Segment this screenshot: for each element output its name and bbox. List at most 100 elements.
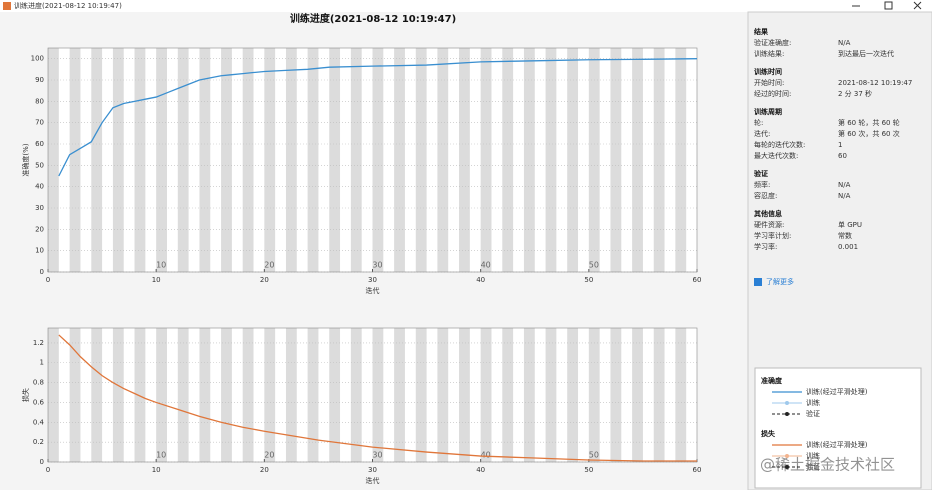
info-key: 频率: xyxy=(754,180,770,189)
legend-marker xyxy=(785,401,789,405)
epoch-stripe xyxy=(415,328,427,462)
y-tick-label: 0 xyxy=(40,268,44,276)
x-tick-label: 30 xyxy=(368,276,377,284)
epoch-stripe xyxy=(221,48,232,272)
plot-frame xyxy=(47,47,698,273)
legend-marker xyxy=(785,465,789,469)
legend-label: 训练(经过平滑处理) xyxy=(806,387,868,396)
y-tick-label: 100 xyxy=(31,55,44,63)
epoch-stripe xyxy=(675,48,687,272)
learn-more-link[interactable]: 了解更多 xyxy=(766,277,794,286)
maximize-button[interactable] xyxy=(884,1,893,10)
x-tick-label: 10 xyxy=(152,466,161,474)
epoch-label: 40 xyxy=(481,261,491,270)
y-tick-label: 0.6 xyxy=(33,398,45,406)
epoch-stripe xyxy=(350,328,362,462)
info-value: 单 GPU xyxy=(838,220,862,229)
section-title: 验证 xyxy=(754,169,768,178)
epoch-stripe xyxy=(459,48,470,272)
epoch-stripe xyxy=(91,48,103,272)
x-tick-label: 50 xyxy=(584,276,593,284)
title-bar xyxy=(0,0,932,12)
info-value: 常数 xyxy=(838,231,852,240)
epoch-stripe xyxy=(588,48,600,272)
info-value: N/A xyxy=(838,192,851,200)
epoch-stripe xyxy=(372,328,384,462)
epoch-stripe xyxy=(394,48,405,272)
epoch-stripe xyxy=(134,328,146,462)
epoch-stripe xyxy=(177,48,189,272)
info-key: 轮: xyxy=(754,118,763,127)
epoch-label: 20 xyxy=(264,261,274,270)
info-value: 60 xyxy=(838,152,847,160)
y-tick-label: 0.4 xyxy=(33,418,45,426)
epoch-stripe xyxy=(675,328,687,462)
epoch-stripe xyxy=(156,328,167,462)
epoch-stripe xyxy=(372,48,384,272)
info-key: 最大迭代次数: xyxy=(754,151,798,160)
app-icon xyxy=(3,2,11,10)
info-value: 第 60 轮，共 60 轮 xyxy=(838,118,900,127)
epoch-stripe xyxy=(69,328,81,462)
info-value: 1 xyxy=(838,141,842,149)
y-tick-label: 0.2 xyxy=(33,438,44,446)
y-axis-label: 损失 xyxy=(21,388,30,402)
epoch-stripe xyxy=(69,48,81,272)
x-tick-label: 10 xyxy=(152,276,161,284)
info-key: 学习率计划: xyxy=(754,231,791,240)
section-title: 结果 xyxy=(753,27,768,36)
legend-label: 训练 xyxy=(806,398,820,407)
legend-title: 损失 xyxy=(761,429,776,438)
epoch-stripe xyxy=(221,328,232,462)
y-tick-label: 60 xyxy=(35,140,44,148)
epoch-stripe xyxy=(415,48,427,272)
series-line xyxy=(58,58,698,177)
info-icon xyxy=(754,278,762,286)
y-tick-label: 80 xyxy=(35,97,44,105)
epoch-stripe xyxy=(199,48,211,272)
x-tick-label: 60 xyxy=(693,466,702,474)
epoch-stripe xyxy=(394,328,405,462)
x-axis-label: 迭代 xyxy=(366,476,380,485)
epoch-stripe xyxy=(523,48,535,272)
epoch-stripe xyxy=(329,48,341,272)
y-tick-label: 10 xyxy=(35,247,44,255)
epoch-label: 10 xyxy=(156,261,166,270)
info-value: 2021-08-12 10:19:47 xyxy=(838,79,912,87)
info-value: 2 分 37 秒 xyxy=(838,89,872,98)
y-tick-label: 70 xyxy=(35,119,44,127)
x-tick-label: 20 xyxy=(260,466,269,474)
y-tick-label: 40 xyxy=(35,183,44,191)
epoch-stripe xyxy=(48,328,59,462)
y-tick-label: 50 xyxy=(35,161,44,169)
epoch-stripe xyxy=(112,48,124,272)
y-tick-label: 0.8 xyxy=(33,379,44,387)
info-key: 验证准确度: xyxy=(754,38,791,47)
window-title: 训练进度(2021-08-12 10:19:47) xyxy=(14,1,122,10)
legend-marker xyxy=(785,412,789,416)
x-tick-label: 40 xyxy=(476,466,485,474)
epoch-stripe xyxy=(307,328,319,462)
plot-frame xyxy=(47,327,698,463)
epoch-stripe xyxy=(134,48,146,272)
epoch-stripe xyxy=(480,328,492,462)
epoch-stripe xyxy=(588,328,600,462)
epoch-stripe xyxy=(567,328,579,462)
epoch-label: 30 xyxy=(372,451,382,460)
epoch-label: 50 xyxy=(589,451,599,460)
y-tick-label: 30 xyxy=(35,204,44,212)
epoch-stripe xyxy=(502,48,514,272)
epoch-stripe xyxy=(437,48,449,272)
info-key: 学习率: xyxy=(754,242,777,251)
epoch-stripe xyxy=(653,48,665,272)
epoch-stripe xyxy=(480,48,492,272)
epoch-stripe xyxy=(285,328,297,462)
close-button[interactable] xyxy=(913,1,922,10)
epoch-stripe xyxy=(567,48,579,272)
epoch-stripe xyxy=(502,328,514,462)
epoch-stripe xyxy=(242,48,254,272)
epoch-stripe xyxy=(242,328,254,462)
epoch-stripe xyxy=(610,48,622,272)
epoch-stripe xyxy=(459,328,470,462)
epoch-label: 30 xyxy=(372,261,382,270)
